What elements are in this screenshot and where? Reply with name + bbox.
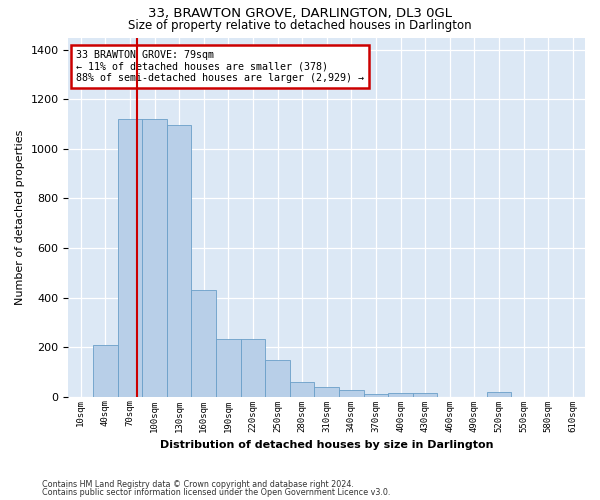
Bar [241,339,265,396]
Bar [413,393,437,396]
Bar [216,339,241,396]
Text: 33 BRAWTON GROVE: 79sqm
← 11% of detached houses are smaller (378)
88% of semi-d: 33 BRAWTON GROVE: 79sqm ← 11% of detache… [76,50,364,84]
Bar [290,382,314,396]
Bar [487,392,511,396]
Bar [142,119,167,396]
Bar [388,393,413,396]
Bar [265,360,290,397]
Bar [167,126,191,396]
Bar [118,119,142,396]
Bar [364,394,388,396]
Text: Contains HM Land Registry data © Crown copyright and database right 2024.: Contains HM Land Registry data © Crown c… [42,480,354,489]
Bar [314,387,339,396]
Text: Contains public sector information licensed under the Open Government Licence v3: Contains public sector information licen… [42,488,391,497]
Y-axis label: Number of detached properties: Number of detached properties [15,130,25,305]
Bar [191,290,216,397]
Text: Size of property relative to detached houses in Darlington: Size of property relative to detached ho… [128,18,472,32]
Text: 33, BRAWTON GROVE, DARLINGTON, DL3 0GL: 33, BRAWTON GROVE, DARLINGTON, DL3 0GL [148,8,452,20]
Bar [93,346,118,397]
X-axis label: Distribution of detached houses by size in Darlington: Distribution of detached houses by size … [160,440,493,450]
Bar [339,390,364,396]
